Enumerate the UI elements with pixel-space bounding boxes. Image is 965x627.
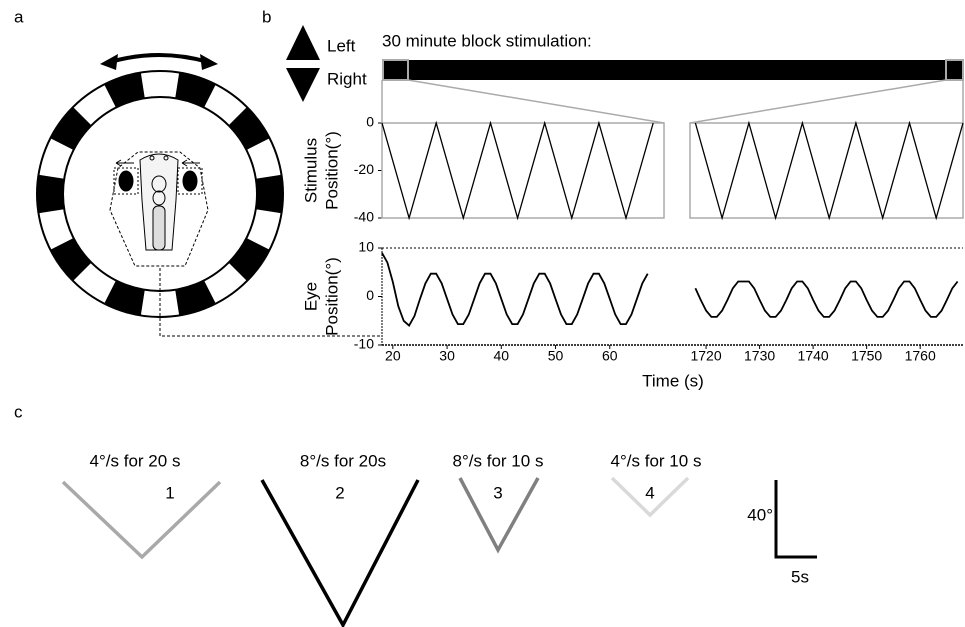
profile-label: 8°/s for 10 s (453, 451, 544, 470)
connector (159, 268, 382, 337)
legend-label: Right (327, 69, 367, 88)
drum-stripe (175, 280, 216, 316)
profile-label: 4°/s for 10 s (611, 451, 702, 470)
eye-box (113, 167, 139, 195)
brain (152, 190, 166, 206)
velocity-profile (610, 476, 690, 518)
y-tick-label: 0 (366, 114, 374, 130)
x-tick-label: 1740 (798, 348, 829, 364)
drum-stripe (104, 280, 145, 316)
plot-frame (381, 122, 665, 219)
y-tick-label: -10 (354, 336, 374, 352)
profile-number: 4 (645, 483, 654, 502)
velocity-profile (458, 477, 540, 554)
x-tick-label: 1720 (690, 348, 721, 364)
profile-number: 3 (493, 483, 502, 502)
x-tick-label: 1760 (905, 348, 936, 364)
scale-bar (774, 480, 817, 559)
x-tick-label: 1750 (851, 348, 882, 364)
velocity-profile (260, 479, 420, 627)
block-title: 30 minute block stimulation: (382, 31, 592, 50)
y-tick-label: 0 (366, 287, 374, 303)
y-tick-label: -20 (354, 161, 374, 177)
y-tick-label: -40 (354, 209, 374, 225)
panel-label: c (14, 402, 23, 421)
block-zoom-box (382, 59, 409, 81)
right-triangle (286, 68, 320, 102)
x-tick-label: 30 (439, 348, 455, 364)
y-axis-label: Position(°) (322, 257, 341, 336)
plot-frame (689, 122, 964, 219)
profile-label: 8°/s for 20s (300, 451, 386, 470)
x-tick-label: 60 (602, 348, 618, 364)
y-axis-label: Eye (301, 282, 320, 311)
block-zoom-box (945, 59, 964, 81)
velocity-profile (61, 480, 222, 560)
eye (182, 170, 198, 192)
profile-number: 2 (335, 483, 344, 502)
x-tick-label: 20 (385, 348, 401, 364)
scale-label: 40° (747, 505, 773, 524)
x-tick-label: 40 (494, 348, 510, 364)
eye-arrows (115, 159, 200, 167)
nostril (163, 155, 169, 161)
rotation-arrowheads (100, 54, 218, 70)
drum-stripe (228, 238, 270, 281)
y-axis-label: Stimulus (301, 138, 320, 203)
block-bar (382, 60, 963, 80)
drum-stripe (104, 72, 145, 108)
trace (694, 280, 959, 318)
fish-schematic (109, 151, 382, 337)
drum-stripe (255, 174, 284, 214)
trace (381, 120, 654, 221)
panel-label: a (14, 7, 24, 26)
eye (118, 170, 134, 192)
profile-number: 1 (165, 483, 174, 502)
drum-stripe (175, 72, 216, 108)
zoom-lines (381, 79, 964, 124)
trace (381, 252, 649, 328)
drum-stripe (36, 174, 65, 214)
trace (694, 120, 964, 221)
eye-box (177, 167, 203, 195)
brain (151, 175, 167, 193)
x-tick-label: 50 (548, 348, 564, 364)
left-triangle (286, 25, 320, 60)
x-axis-label: Time (s) (642, 371, 704, 390)
x-tick-label: 1730 (744, 348, 775, 364)
nostril (149, 155, 155, 161)
scale-label: 5s (791, 567, 809, 586)
legend-label: Left (327, 36, 356, 55)
spine (152, 205, 166, 251)
drum-stripe (50, 238, 92, 281)
y-tick-label: 10 (358, 239, 374, 255)
rotation-arrow (109, 53, 209, 64)
profile-label: 4°/s for 20 s (90, 451, 181, 470)
drum-stripe (228, 107, 270, 150)
panel-label: b (262, 7, 271, 26)
drum-stripe (50, 107, 92, 150)
y-axis-label: Position(°) (322, 131, 341, 210)
